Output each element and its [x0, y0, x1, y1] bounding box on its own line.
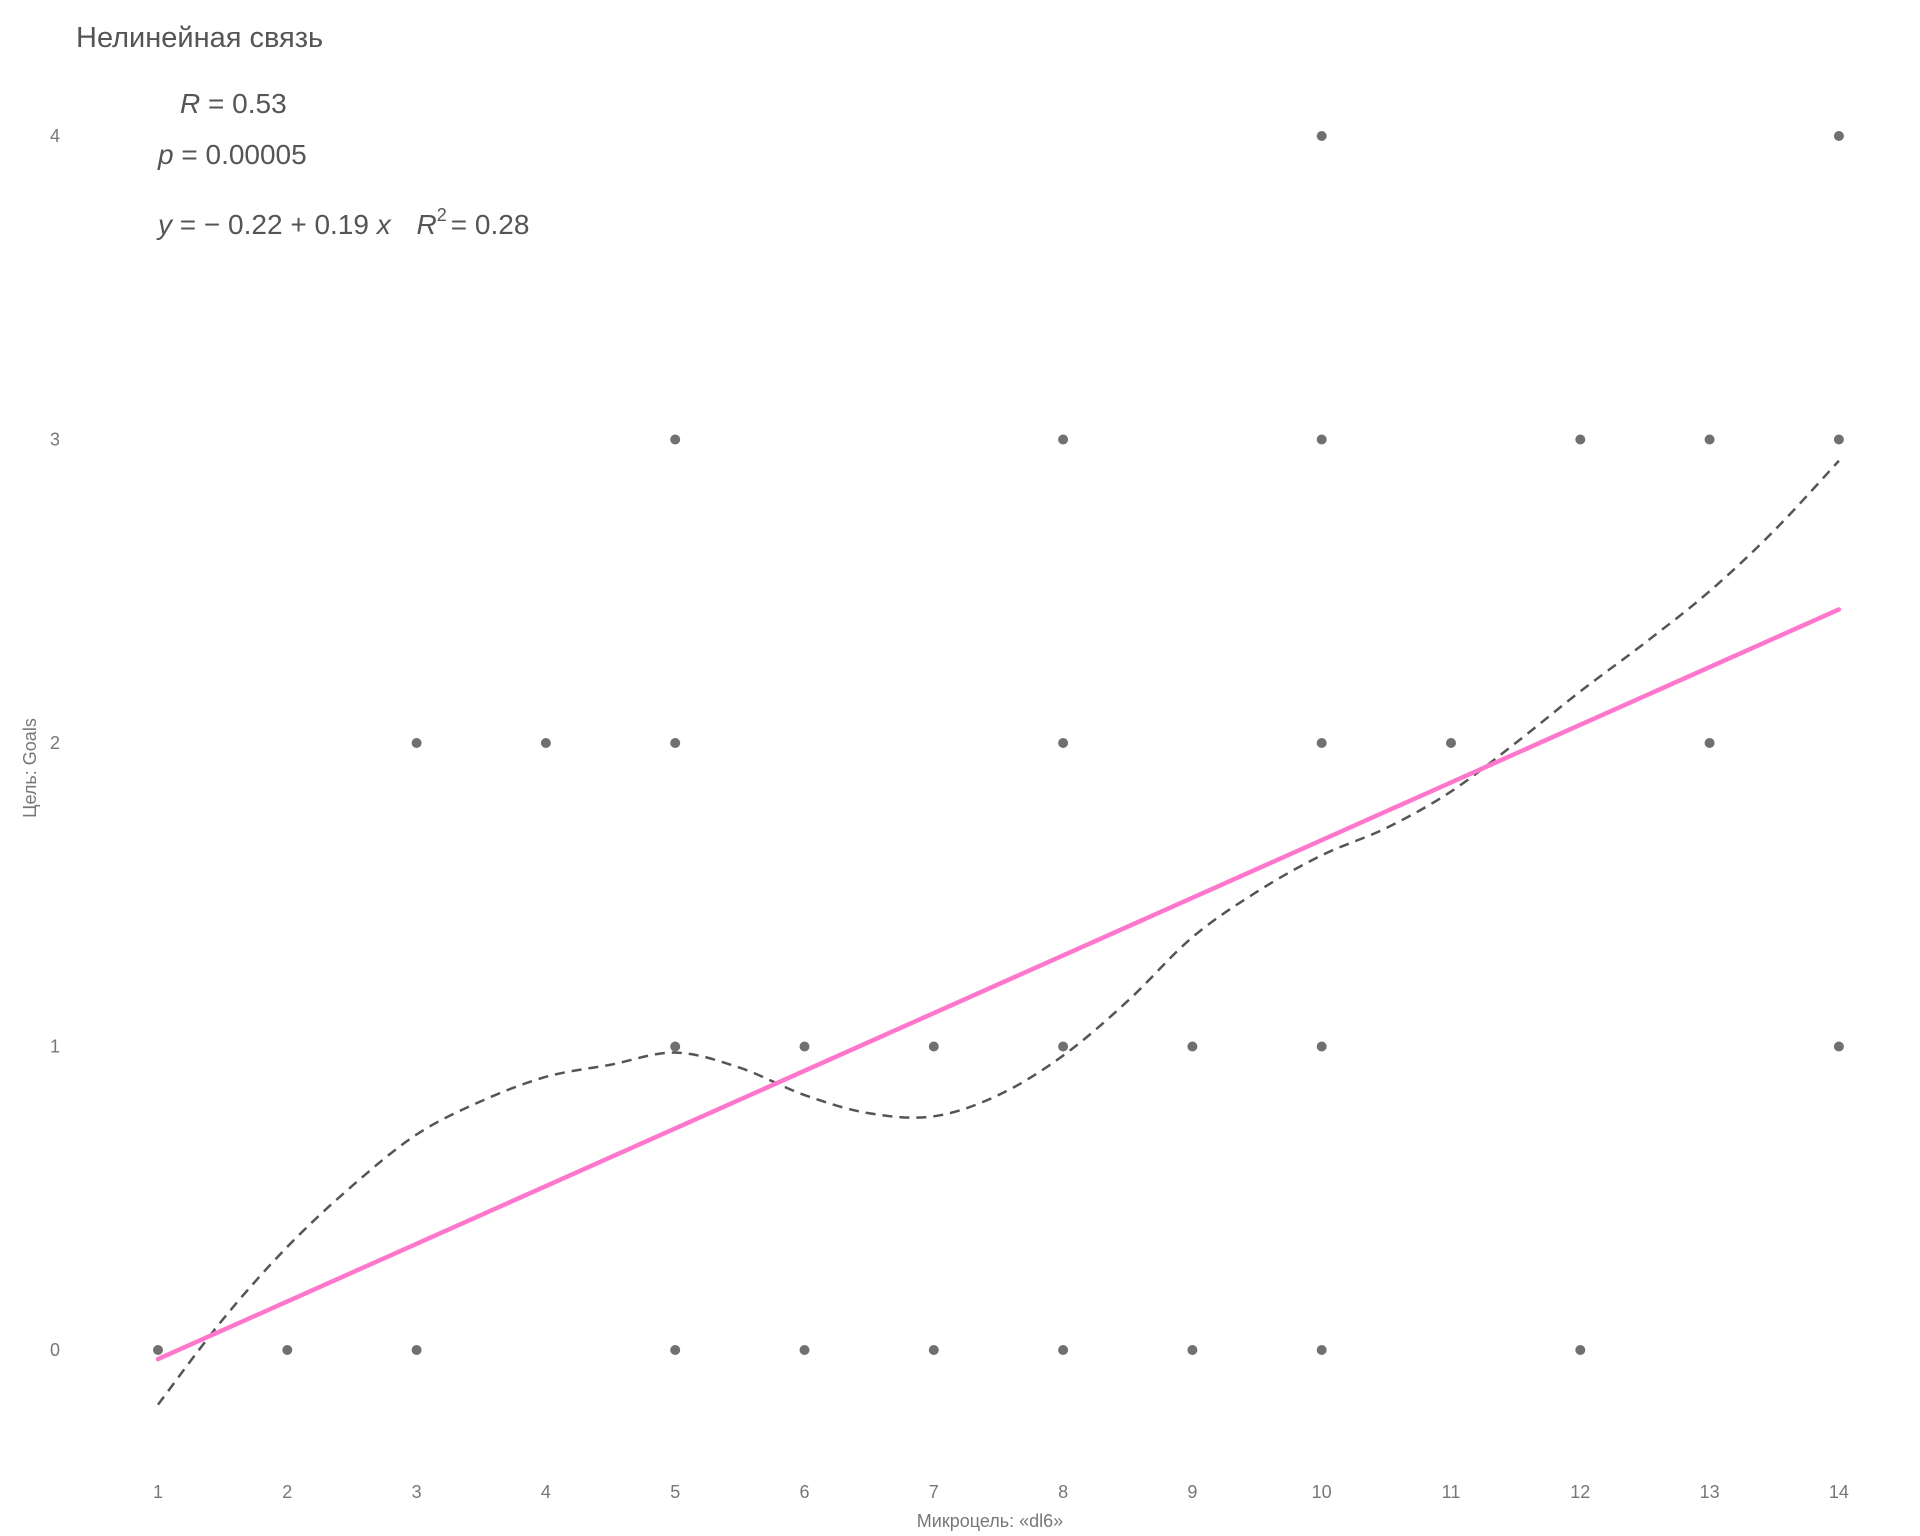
p-statistic: p = 0.00005: [157, 139, 307, 170]
data-point: [1833, 1041, 1844, 1052]
x-axis-label: Микроцель: «dl6»: [917, 1511, 1063, 1531]
data-point: [1187, 1041, 1198, 1052]
data-point: [1316, 738, 1327, 748]
data-point: [1058, 738, 1069, 748]
data-point: [670, 434, 681, 445]
r-value: = 0.53: [208, 88, 287, 119]
data-point: [540, 738, 551, 748]
data-point: [1575, 1345, 1586, 1355]
data-point: [670, 1345, 681, 1355]
data-point: [1316, 131, 1327, 141]
data-point: [1058, 1041, 1069, 1052]
data-point: [1704, 738, 1715, 748]
x-tick-label: 7: [929, 1482, 939, 1502]
eq-x-label: x: [375, 209, 392, 240]
y-tick-label: 2: [50, 733, 60, 753]
y-tick-label: 4: [50, 126, 60, 146]
data-point: [1704, 434, 1715, 445]
linear-fit-layer: [155, 607, 1842, 1362]
eq-y-label: y: [156, 209, 174, 240]
data-point: [928, 1345, 939, 1355]
r2-superscript: 2: [437, 205, 447, 225]
data-point: [1575, 434, 1586, 445]
p-value: = 0.00005: [181, 139, 306, 170]
x-tick-label: 13: [1700, 1482, 1720, 1502]
x-tick-label: 8: [1058, 1482, 1068, 1502]
r-statistic: R = 0.53: [180, 88, 287, 119]
chart-title: Нелинейная связь: [76, 22, 323, 54]
smooth-fit-line: [157, 459, 1840, 1406]
x-tick-label: 12: [1570, 1482, 1590, 1502]
x-axis-ticks: 1 2 3 4 5 6 7 8 9 10 11 12 13 14: [153, 1482, 1849, 1502]
x-tick-label: 14: [1829, 1482, 1849, 1502]
p-label: p: [157, 139, 174, 170]
data-point: [282, 1345, 293, 1355]
x-tick-label: 9: [1187, 1482, 1197, 1502]
y-tick-label: 0: [50, 1340, 60, 1360]
smooth-fit-layer: [157, 459, 1840, 1406]
data-point: [411, 738, 422, 748]
data-point: [1058, 1345, 1069, 1355]
y-tick-label: 1: [50, 1037, 60, 1057]
regression-equation: y = − 0.22 + 0.19 x R2 = 0.28: [156, 205, 529, 240]
data-point: [1187, 1345, 1198, 1355]
x-tick-label: 10: [1312, 1482, 1332, 1502]
points-layer: [153, 131, 1844, 1355]
data-point: [1446, 738, 1456, 748]
x-tick-label: 5: [670, 1482, 680, 1502]
x-tick-label: 4: [541, 1482, 551, 1502]
data-point: [1058, 434, 1069, 445]
stats-annotation: R = 0.53 p = 0.00005 y = − 0.22 + 0.19 x…: [156, 88, 529, 240]
data-point: [670, 1041, 681, 1052]
y-axis-label: Цель: Goals: [20, 718, 40, 818]
y-axis-ticks: 0 1 2 3 4: [50, 126, 60, 1360]
data-point: [670, 738, 681, 748]
y-tick-label: 3: [50, 430, 60, 450]
data-point: [1316, 1345, 1327, 1355]
data-point: [799, 1345, 810, 1355]
x-tick-label: 3: [412, 1482, 422, 1502]
x-tick-label: 11: [1442, 1482, 1461, 1502]
r-label: R: [180, 88, 200, 119]
data-point: [928, 1041, 939, 1052]
r2-label: R: [417, 209, 437, 240]
data-point: [1833, 131, 1844, 141]
data-point: [799, 1041, 810, 1052]
data-point: [1316, 434, 1327, 445]
data-point: [1316, 1041, 1327, 1052]
x-tick-label: 2: [282, 1482, 292, 1502]
x-tick-label: 6: [799, 1482, 809, 1502]
data-point: [1833, 434, 1844, 445]
eq-body: = − 0.22 + 0.19: [180, 209, 369, 240]
regression-line: [155, 607, 1842, 1362]
data-point: [153, 1345, 163, 1355]
x-tick-label: 1: [153, 1482, 163, 1502]
data-point: [411, 1345, 422, 1355]
r2-value: = 0.28: [451, 209, 530, 240]
